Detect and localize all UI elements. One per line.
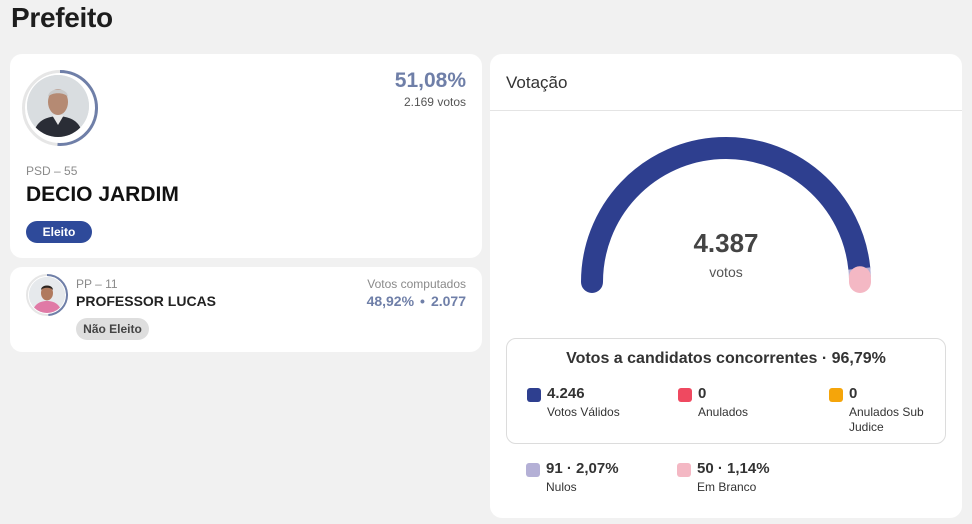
ring-arc <box>46 274 68 316</box>
legend-swatch <box>678 388 692 402</box>
legend-label: Nulos <box>546 480 577 494</box>
status-badge: Eleito <box>26 221 92 243</box>
candidate-card-loser[interactable]: PP – 11 PROFESSOR LUCAS Não Eleito Votos… <box>10 267 482 352</box>
vote-percent: 51,08% <box>394 69 466 92</box>
legend-value: 4.246 <box>547 385 585 402</box>
ring-arc <box>57 70 98 146</box>
votacao-title: Votação <box>506 73 568 92</box>
candidate-name: DECIO JARDIM <box>26 183 179 206</box>
party-label: PP – 11 <box>76 277 118 291</box>
candidate-name: PROFESSOR LUCAS <box>76 293 217 309</box>
page-title: Prefeito <box>11 2 113 33</box>
votacao-card: Votação 4.387 votos Votos a candidatos c… <box>490 54 962 518</box>
gauge-segment-validos <box>581 137 871 293</box>
person-photo-icon <box>27 75 89 137</box>
legend-label: Em Branco <box>697 480 757 494</box>
votes-gauge <box>581 137 871 293</box>
vote-count: 2.169 votos <box>403 95 466 109</box>
divider <box>490 110 962 111</box>
candidate-card-winner[interactable]: 51,08% 2.169 votos PSD – 55 DECIO JARDIM… <box>10 54 482 258</box>
vote-share-ring <box>26 274 68 316</box>
vote-count: 2.077 <box>430 293 466 309</box>
vote-stats: 48,92% • 2.077 <box>367 293 466 309</box>
legend-swatch <box>677 463 691 477</box>
candidate-photo <box>29 277 65 313</box>
person-photo-icon <box>29 277 65 313</box>
votes-computed-label: Votos computados <box>367 277 466 291</box>
legend-swatch <box>527 388 541 402</box>
legend-item-nulos: 91 · 2,07% Nulos <box>526 460 656 500</box>
legend-value: 0 <box>698 385 707 402</box>
total-votes: 4.387 <box>693 228 759 258</box>
legend-label: Votos Válidos <box>547 405 620 419</box>
party-label: PSD – 55 <box>26 164 78 178</box>
candidates-votes-box: Votos a candidatos concorrentes · 96,79%… <box>506 338 946 444</box>
status-badge: Não Eleito <box>76 318 149 340</box>
legend-value: 0 <box>849 385 858 402</box>
legend-item-em-branco: 50 · 1,14% Em Branco <box>677 460 807 500</box>
avatar <box>22 70 98 146</box>
separator: • <box>420 293 425 309</box>
legend-label: Anulados Sub Judice <box>849 405 924 434</box>
avatar <box>26 274 68 316</box>
legend-label: Anulados <box>698 405 749 419</box>
legend-item-anulados: 0 Anulados <box>678 385 808 425</box>
candidates-votes-title: Votos a candidatos concorrentes · 96,79% <box>566 350 886 367</box>
vote-share-ring <box>22 70 98 146</box>
candidate-photo <box>27 75 89 137</box>
legend-swatch <box>526 463 540 477</box>
legend-item-validos: 4.246 Votos Válidos <box>527 385 657 425</box>
legend-item-anulados-sub-judice: 0 Anulados Sub Judice <box>829 385 939 435</box>
legend-swatch <box>829 388 843 402</box>
vote-percent: 48,92% <box>366 293 415 309</box>
legend-value: 50 · 1,14% <box>697 460 770 477</box>
legend-value: 91 · 2,07% <box>546 460 619 477</box>
total-votes-unit: votos <box>709 264 743 280</box>
